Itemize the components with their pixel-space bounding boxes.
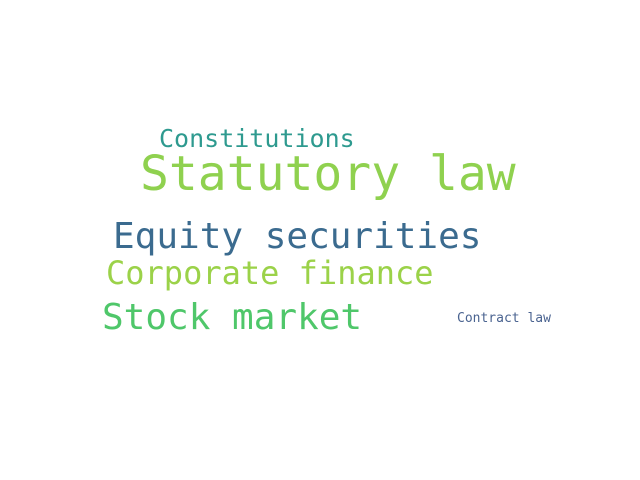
- word-stock-market: Stock market: [102, 297, 363, 338]
- word-contract-law: Contract law: [457, 311, 551, 326]
- word-constitutions: Constitutions: [159, 124, 355, 153]
- word-equity-securities: Equity securities: [113, 216, 482, 257]
- word-corporate-finance: Corporate finance: [106, 254, 434, 292]
- word-statutory-law: Statutory law: [140, 146, 516, 202]
